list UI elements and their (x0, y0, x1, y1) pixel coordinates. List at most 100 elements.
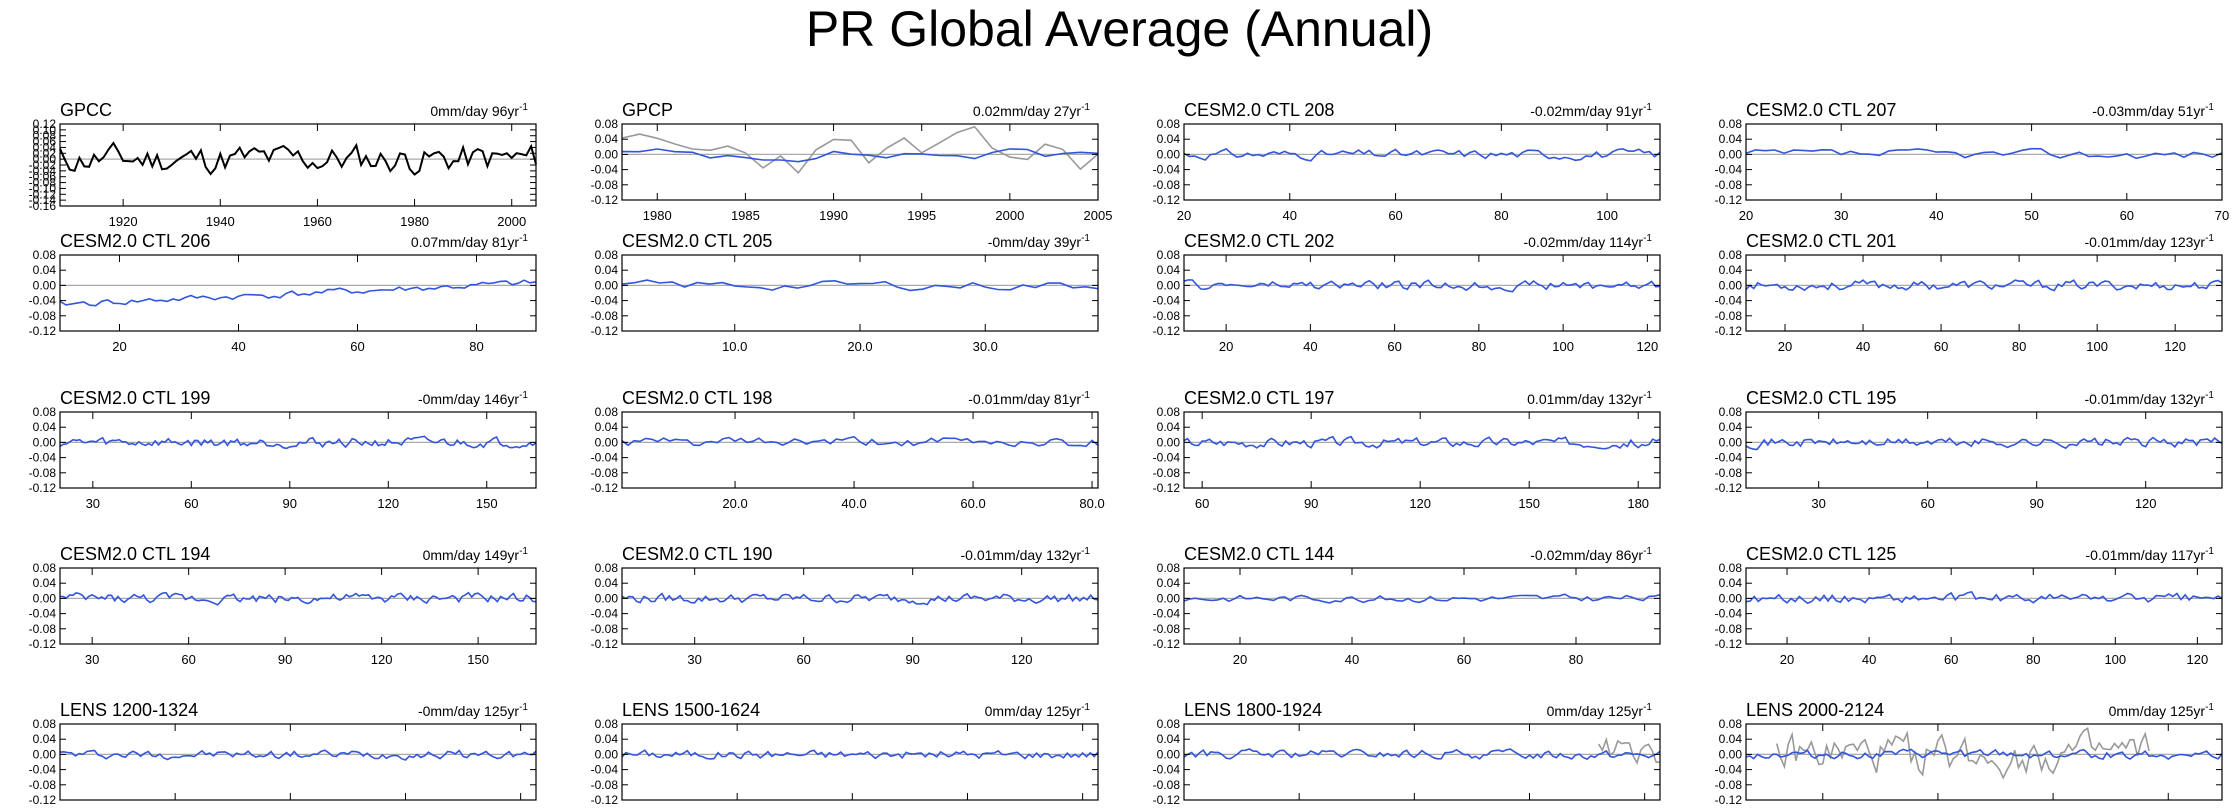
x-tick-label: 20 (1219, 339, 1233, 354)
panel-3: CESM2.0 CTL 208 -0.02mm/day 91yr-10.080.0… (1153, 100, 1661, 223)
panel-17: LENS 1200-1324 -0mm/day 125yr-1 0.080.040.… (29, 700, 537, 810)
panel-stat: -0.01mm/day 117yr-1 (2086, 546, 2215, 563)
x-tick-label: 60 (2120, 208, 2134, 223)
x-tick-label: 60 (181, 652, 195, 667)
panel-stat-exponent: -1 (1081, 546, 1090, 557)
panel-7: CESM2.0 CTL 202 -0.02mm/day 114yr-10.080.… (1153, 231, 1661, 354)
panel-stat: 0.01mm/day 132yr-1 (1527, 390, 1652, 407)
y-tick-label: -0.04 (1715, 294, 1743, 308)
y-tick-label: -0.04 (29, 451, 57, 465)
x-tick-label: 60.0 (960, 496, 985, 511)
x-tick-label: 40 (1856, 339, 1870, 354)
y-tick-label: 0.08 (1719, 248, 1743, 262)
panel-title: GPCP (622, 100, 673, 120)
y-tick-label: 0.08 (1157, 405, 1181, 419)
x-tick-label: 80 (2012, 339, 2026, 354)
x-tick-label: 1860 (1400, 808, 1429, 810)
panel-19: LENS 1800-1924 0mm/day 125yr-1 0.080.040.0… (1153, 700, 1661, 810)
panel-stat: -0mm/day 39yr-1 (988, 233, 1091, 250)
y-tick-label: -0.08 (1715, 778, 1743, 792)
x-tick-label: 60 (1387, 339, 1401, 354)
x-tick-label: 1980 (643, 208, 672, 223)
x-tick-label: 150 (1518, 496, 1540, 511)
x-tick-label: 20 (112, 339, 126, 354)
x-tick-label: 120 (1637, 339, 1659, 354)
y-tick-label: -0.04 (1715, 763, 1743, 777)
plot-frame (59, 411, 537, 489)
y-tick-label: 0.00 (595, 591, 619, 605)
series-line-lens (621, 749, 1099, 760)
x-tick-label: 100 (2104, 652, 2126, 667)
panel-stat: -0.02mm/day 91yr-1 (1530, 102, 1652, 119)
x-tick-label: 60 (1934, 339, 1948, 354)
y-tick-label: -0.08 (1153, 178, 1181, 192)
x-tick-label: 1980 (2039, 808, 2068, 810)
panel-10: CESM2.0 CTL 198 -0.01mm/day 81yr-10.080.0… (591, 388, 1105, 511)
series-line-gpcp (621, 125, 1099, 174)
y-tick-label: -0.12 (1153, 637, 1181, 651)
y-tick-label: 0.00 (1157, 278, 1181, 292)
x-tick-label: 1830 (1285, 808, 1314, 810)
panel-8: CESM2.0 CTL 201 -0.01mm/day 123yr-10.080.… (1715, 231, 2223, 354)
y-tick-label: 0.08 (1157, 248, 1181, 262)
x-tick-label: 1320 (506, 808, 535, 810)
y-tick-label: -0.04 (1153, 163, 1181, 177)
panel-9: CESM2.0 CTL 199 -0mm/day 146yr-1 0.080.040… (29, 388, 537, 511)
series-line-cesm2.0 (1183, 435, 1661, 450)
series-line-lens (1183, 748, 1661, 761)
x-tick-label: 1290 (391, 808, 420, 810)
y-tick-label: 0.04 (1719, 732, 1743, 746)
panel-20: LENS 2000-2124 0mm/day 125yr-1 0.080.040.0… (1715, 700, 2223, 810)
y-tick-label: -0.08 (591, 178, 619, 192)
y-tick-label: 0.00 (33, 152, 57, 166)
page-title: PR Global Average (Annual) (805, 1, 1434, 57)
plot-frame (1745, 411, 2223, 489)
panel-stat-exponent: -1 (1081, 233, 1090, 244)
y-tick-label: 0.04 (33, 263, 57, 277)
plot-frame (1183, 723, 1661, 801)
y-tick-label: -0.04 (1715, 451, 1743, 465)
x-tick-label: 1995 (907, 208, 936, 223)
y-tick-label: 0.00 (33, 435, 57, 449)
y-tick-label: -0.14 (29, 193, 57, 207)
panel-title: CESM2.0 CTL 194 (60, 544, 210, 564)
panel-stat-exponent: -1 (519, 702, 528, 713)
panel-title: CESM2.0 CTL 195 (1746, 388, 1896, 408)
x-tick-label: 80.0 (1079, 496, 1104, 511)
y-tick-label: -0.04 (1715, 163, 1743, 177)
y-tick-label: 0.00 (1157, 435, 1181, 449)
x-tick-label: 1590 (953, 808, 982, 810)
series-line-cesm2.0 (621, 148, 1099, 163)
plot-frame (59, 567, 537, 645)
y-tick-label: -0.04 (29, 607, 57, 621)
y-tick-label: -0.04 (29, 164, 57, 178)
y-tick-label: -0.12 (1153, 481, 1181, 495)
plot-frame (1183, 123, 1661, 201)
panel-stat: 0mm/day 96yr-1 (430, 102, 528, 119)
panel-stat: -0.02mm/day 114yr-1 (1524, 233, 1653, 250)
x-tick-label: 1560 (838, 808, 867, 810)
x-tick-label: 1500 (608, 808, 637, 810)
y-tick-label: -0.12 (1715, 793, 1743, 807)
panel-5: CESM2.0 CTL 206 0.07mm/day 81yr-1 0.080.04… (29, 231, 537, 354)
series-line-cesm2.0 (621, 279, 1099, 292)
x-tick-label: 60 (184, 496, 198, 511)
y-tick-label: -0.08 (29, 778, 57, 792)
y-tick-label: 0.04 (595, 732, 619, 746)
series-line-cesm2.0 (1183, 279, 1661, 293)
x-tick-label: 1890 (1515, 808, 1544, 810)
y-tick-label: -0.08 (1153, 622, 1181, 636)
x-tick-label: 90 (2029, 496, 2043, 511)
y-tick-label: -0.04 (1153, 451, 1181, 465)
x-tick-label: 60 (1457, 652, 1471, 667)
panel-title: LENS 2000-2124 (1746, 700, 1884, 720)
x-tick-label: 1960 (303, 214, 332, 229)
y-tick-label: 0.04 (1157, 263, 1181, 277)
x-tick-label: 20 (1780, 652, 1794, 667)
x-tick-label: 20 (1739, 208, 1753, 223)
y-tick-label: 0.08 (1157, 717, 1181, 731)
x-tick-label: 90 (1304, 496, 1318, 511)
y-tick-label: 0.00 (1719, 147, 1743, 161)
